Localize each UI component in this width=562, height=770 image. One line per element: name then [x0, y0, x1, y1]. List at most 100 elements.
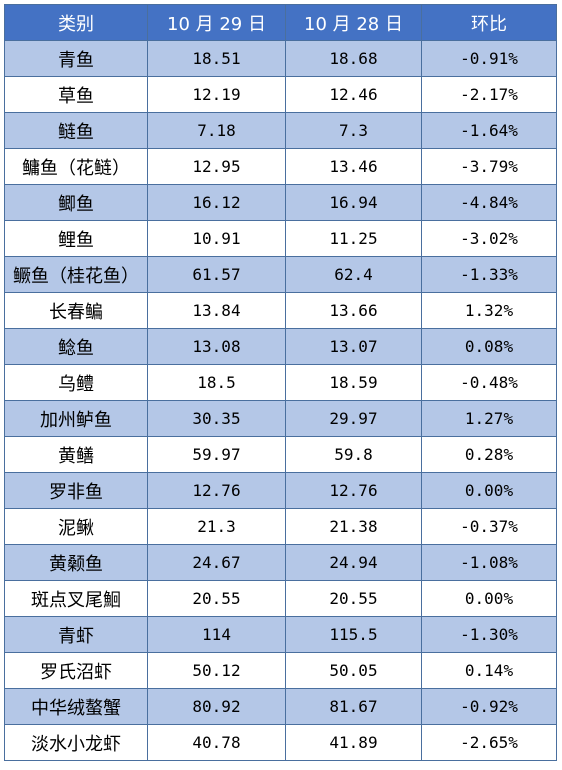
cell-oct29-price: 21.3	[147, 508, 286, 545]
table-row: 黄颡鱼 24.67 24.94 -1.08%	[4, 544, 557, 581]
cell-category: 斑点叉尾鮰	[4, 580, 148, 617]
cell-category: 淡水小龙虾	[4, 724, 148, 761]
cell-oct29-price: 24.67	[147, 544, 286, 581]
cell-oct29-price: 12.95	[147, 148, 286, 185]
cell-oct28-price: 13.46	[285, 148, 422, 185]
cell-category: 中华绒螯蟹	[4, 688, 148, 725]
cell-oct28-price: 24.94	[285, 544, 422, 581]
cell-oct28-price: 59.8	[285, 436, 422, 473]
column-header-oct28: 10 月 28 日	[285, 4, 422, 41]
table-row: 草鱼 12.19 12.46 -2.17%	[4, 76, 557, 113]
cell-change: -3.79%	[421, 148, 557, 185]
cell-oct29-price: 16.12	[147, 184, 286, 221]
table-body: 青鱼 18.51 18.68 -0.91% 草鱼 12.19 12.46 -2.17% 鲢鱼 7.…	[4, 40, 557, 761]
cell-oct29-price: 59.97	[147, 436, 286, 473]
cell-oct29-price: 12.19	[147, 76, 286, 113]
table-row: 鳙鱼（花鲢） 12.95 13.46 -3.79%	[4, 148, 557, 185]
cell-change: -1.08%	[421, 544, 557, 581]
cell-oct28-price: 7.3	[285, 112, 422, 149]
cell-oct29-price: 50.12	[147, 652, 286, 689]
table-header: 类别 10 月 29 日 10 月 28 日 环比	[4, 4, 557, 41]
cell-category: 鳜鱼（桂花鱼）	[4, 256, 148, 293]
cell-category: 黄颡鱼	[4, 544, 148, 581]
cell-change: -2.17%	[421, 76, 557, 113]
cell-change: -0.91%	[421, 40, 557, 77]
cell-oct28-price: 62.4	[285, 256, 422, 293]
cell-category: 鲶鱼	[4, 328, 148, 365]
cell-category: 黄鳝	[4, 436, 148, 473]
cell-oct29-price: 12.76	[147, 472, 286, 509]
table-row: 鳜鱼（桂花鱼） 61.57 62.4 -1.33%	[4, 256, 557, 293]
cell-change: -2.65%	[421, 724, 557, 761]
price-table: 类别 10 月 29 日 10 月 28 日 环比 青鱼 18.51 18.68 -0…	[4, 4, 557, 761]
cell-change: -0.48%	[421, 364, 557, 401]
cell-change: -1.64%	[421, 112, 557, 149]
column-header-category: 类别	[4, 4, 148, 41]
cell-change: -4.84%	[421, 184, 557, 221]
cell-oct29-price: 7.18	[147, 112, 286, 149]
cell-oct28-price: 13.07	[285, 328, 422, 365]
cell-change: 0.00%	[421, 472, 557, 509]
cell-change: 0.28%	[421, 436, 557, 473]
cell-category: 青虾	[4, 616, 148, 653]
cell-oct28-price: 11.25	[285, 220, 422, 257]
table-row: 泥鳅 21.3 21.38 -0.37%	[4, 508, 557, 545]
cell-oct28-price: 12.76	[285, 472, 422, 509]
cell-category: 鳙鱼（花鲢）	[4, 148, 148, 185]
table-row: 长春鳊 13.84 13.66 1.32%	[4, 292, 557, 329]
cell-category: 乌鳢	[4, 364, 148, 401]
cell-change: 1.32%	[421, 292, 557, 329]
cell-change: 1.27%	[421, 400, 557, 437]
table-row: 罗氏沼虾 50.12 50.05 0.14%	[4, 652, 557, 689]
cell-category: 长春鳊	[4, 292, 148, 329]
cell-oct28-price: 115.5	[285, 616, 422, 653]
cell-category: 泥鳅	[4, 508, 148, 545]
cell-change: 0.14%	[421, 652, 557, 689]
table-row: 黄鳝 59.97 59.8 0.28%	[4, 436, 557, 473]
table-row: 罗非鱼 12.76 12.76 0.00%	[4, 472, 557, 509]
cell-oct29-price: 18.51	[147, 40, 286, 77]
cell-oct29-price: 20.55	[147, 580, 286, 617]
cell-oct28-price: 50.05	[285, 652, 422, 689]
cell-oct28-price: 21.38	[285, 508, 422, 545]
cell-oct29-price: 80.92	[147, 688, 286, 725]
cell-oct29-price: 40.78	[147, 724, 286, 761]
cell-oct28-price: 81.67	[285, 688, 422, 725]
table-row: 青虾 114 115.5 -1.30%	[4, 616, 557, 653]
cell-oct29-price: 30.35	[147, 400, 286, 437]
cell-oct28-price: 18.59	[285, 364, 422, 401]
table-row: 乌鳢 18.5 18.59 -0.48%	[4, 364, 557, 401]
cell-change: -3.02%	[421, 220, 557, 257]
cell-oct28-price: 16.94	[285, 184, 422, 221]
cell-category: 加州鲈鱼	[4, 400, 148, 437]
cell-change: -1.30%	[421, 616, 557, 653]
column-header-oct29: 10 月 29 日	[147, 4, 286, 41]
cell-oct29-price: 61.57	[147, 256, 286, 293]
cell-oct28-price: 29.97	[285, 400, 422, 437]
cell-oct29-price: 18.5	[147, 364, 286, 401]
cell-category: 草鱼	[4, 76, 148, 113]
cell-oct28-price: 41.89	[285, 724, 422, 761]
table-row: 鲤鱼 10.91 11.25 -3.02%	[4, 220, 557, 257]
table-row: 斑点叉尾鮰 20.55 20.55 0.00%	[4, 580, 557, 617]
table-row: 鲶鱼 13.08 13.07 0.08%	[4, 328, 557, 365]
cell-category: 鲤鱼	[4, 220, 148, 257]
header-row: 类别 10 月 29 日 10 月 28 日 环比	[4, 4, 557, 41]
table-row: 淡水小龙虾 40.78 41.89 -2.65%	[4, 724, 557, 761]
cell-oct28-price: 13.66	[285, 292, 422, 329]
cell-category: 罗非鱼	[4, 472, 148, 509]
table-row: 鲢鱼 7.18 7.3 -1.64%	[4, 112, 557, 149]
column-header-change: 环比	[421, 4, 557, 41]
cell-change: -0.92%	[421, 688, 557, 725]
table-row: 加州鲈鱼 30.35 29.97 1.27%	[4, 400, 557, 437]
cell-category: 鲫鱼	[4, 184, 148, 221]
cell-oct28-price: 18.68	[285, 40, 422, 77]
table-row: 中华绒螯蟹 80.92 81.67 -0.92%	[4, 688, 557, 725]
price-table-container: 类别 10 月 29 日 10 月 28 日 环比 青鱼 18.51 18.68 -0…	[4, 4, 557, 761]
table-row: 鲫鱼 16.12 16.94 -4.84%	[4, 184, 557, 221]
cell-oct29-price: 10.91	[147, 220, 286, 257]
cell-oct29-price: 13.84	[147, 292, 286, 329]
cell-change: -0.37%	[421, 508, 557, 545]
cell-oct28-price: 20.55	[285, 580, 422, 617]
table-row: 青鱼 18.51 18.68 -0.91%	[4, 40, 557, 77]
